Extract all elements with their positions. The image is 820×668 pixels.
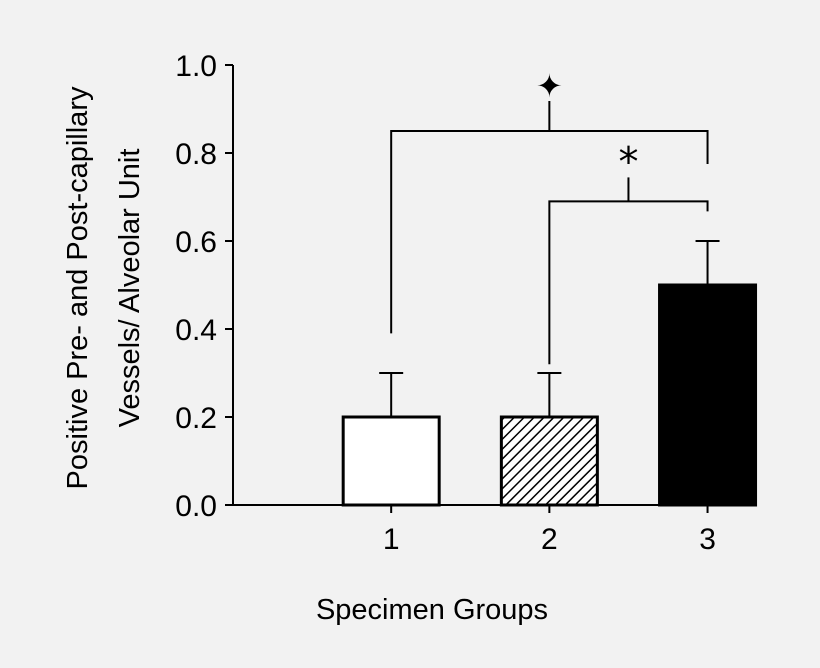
y-tick-label: 1.0 bbox=[175, 50, 217, 83]
bar-group-2 bbox=[499, 415, 599, 507]
y-ticks: 0.0 0.2 0.4 0.6 0.8 1.0 bbox=[175, 50, 233, 523]
x-axis-title: Specimen Groups bbox=[316, 594, 548, 626]
significance-bracket-1-3-marker: ✦ bbox=[536, 67, 563, 105]
y-tick-label: 0.4 bbox=[175, 314, 217, 347]
x-tick-label: 1 bbox=[383, 523, 400, 556]
y-tick-label: 0.0 bbox=[175, 490, 217, 523]
bar-group-1 bbox=[341, 415, 441, 507]
significance-brackets: ✦* bbox=[390, 67, 709, 365]
x-ticks: 1 2 3 bbox=[383, 505, 716, 556]
y-axis-title-line-2: Vessels/ Alveolar Unit bbox=[114, 149, 146, 428]
x-tick-label: 3 bbox=[699, 523, 716, 556]
y-axis-title-line-1: Positive Pre- and Post-capillary bbox=[62, 86, 94, 489]
y-tick-label: 0.8 bbox=[175, 138, 217, 171]
y-tick-label: 0.6 bbox=[175, 226, 217, 259]
x-tick-label: 2 bbox=[541, 523, 558, 556]
error-bars bbox=[379, 240, 720, 417]
significance-bracket-2-3-marker: * bbox=[618, 139, 638, 185]
bars bbox=[341, 283, 758, 507]
bar-group-3 bbox=[658, 283, 758, 507]
y-tick-label: 0.2 bbox=[175, 402, 217, 435]
